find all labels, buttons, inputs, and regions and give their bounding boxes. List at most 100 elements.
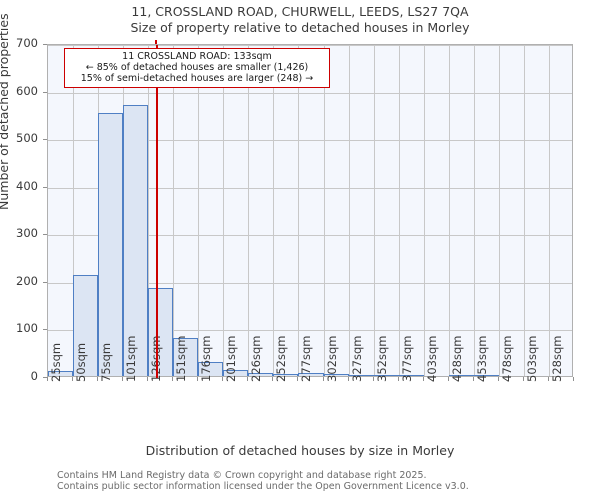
- gridline-vertical: [148, 45, 150, 376]
- histogram-bar: [373, 374, 399, 376]
- gridline-vertical: [273, 45, 275, 376]
- gridline-horizontal: [48, 45, 572, 46]
- x-axis-tick-label: 327sqm: [349, 335, 364, 382]
- histogram-bar: [273, 373, 299, 376]
- x-axis-tick-label: 50sqm: [74, 342, 89, 382]
- chart-subtitle: Size of property relative to detached ho…: [130, 20, 470, 35]
- x-axis-tick-mark: [472, 377, 474, 381]
- y-axis-tick-mark: [43, 234, 47, 236]
- histogram-bar: [448, 374, 474, 376]
- x-axis-tick-mark: [422, 377, 424, 381]
- gridline-vertical: [473, 45, 475, 376]
- histogram-bar: [473, 374, 499, 376]
- histogram-bar: [123, 104, 149, 376]
- x-axis-tick-mark: [247, 377, 249, 381]
- gridline-vertical: [373, 45, 375, 376]
- y-axis-tick-mark: [43, 281, 47, 283]
- gridline-vertical: [73, 45, 75, 376]
- gridline-horizontal: [48, 235, 572, 237]
- x-axis-tick-mark: [97, 377, 99, 381]
- gridline-vertical: [223, 45, 225, 376]
- x-axis-tick-mark: [172, 377, 174, 381]
- x-axis-tick-label: 528sqm: [549, 335, 564, 382]
- x-axis-tick-label: 302sqm: [324, 335, 339, 382]
- gridline-vertical: [298, 45, 300, 376]
- y-axis-tick-label: 500: [16, 131, 38, 146]
- x-axis-tick-label: 252sqm: [274, 335, 289, 382]
- y-axis-tick-label: 100: [16, 321, 38, 336]
- x-axis-tick-label: 453sqm: [474, 335, 489, 382]
- histogram-bar: [223, 370, 249, 376]
- gridline-horizontal: [48, 140, 572, 142]
- property-marker-line-cap: [154, 40, 157, 44]
- x-axis-tick-label: 277sqm: [299, 335, 314, 382]
- annotation-line-2: ← 85% of detached houses are smaller (1,…: [85, 62, 309, 73]
- y-axis-tick-mark: [43, 139, 47, 141]
- histogram-bar: [323, 373, 349, 376]
- x-axis-title: Distribution of detached houses by size …: [145, 443, 455, 458]
- footer-line-2: Contains public sector information licen…: [57, 481, 469, 492]
- histogram-bar: [198, 361, 224, 376]
- histogram-bar: [398, 374, 424, 376]
- y-axis-tick-mark: [43, 186, 47, 188]
- x-axis-tick-label: 428sqm: [449, 335, 464, 382]
- x-axis-tick-mark: [522, 377, 524, 381]
- gridline-horizontal: [48, 330, 572, 332]
- x-axis-tick-label: 352sqm: [374, 335, 389, 382]
- x-axis-tick-label: 176sqm: [199, 335, 214, 382]
- x-axis-tick-label: 403sqm: [424, 335, 439, 382]
- histogram-bar: [73, 274, 99, 376]
- annotation-line-1: 11 CROSSLAND ROAD: 133sqm: [122, 51, 272, 62]
- footer-line-1: Contains HM Land Registry data © Crown c…: [57, 470, 427, 481]
- x-axis-tick-mark: [447, 377, 449, 381]
- histogram-bar: [248, 372, 274, 376]
- annotation-line-3: 15% of semi-detached houses are larger (…: [80, 73, 314, 84]
- gridline-vertical: [323, 45, 325, 376]
- x-axis-tick-mark: [122, 377, 124, 381]
- histogram-bar: [298, 372, 324, 376]
- gridline-vertical: [423, 45, 425, 376]
- gridline-vertical: [498, 45, 500, 376]
- x-axis-tick-label: 226sqm: [249, 335, 264, 382]
- gridline-horizontal: [48, 187, 572, 189]
- y-axis-tick-mark: [43, 329, 47, 331]
- x-axis-tick-mark: [47, 377, 48, 381]
- x-axis-tick-mark: [222, 377, 224, 381]
- histogram-bar: [348, 374, 374, 376]
- x-axis-tick-mark: [322, 377, 324, 381]
- x-axis-tick-label: 151sqm: [174, 335, 189, 382]
- gridline-horizontal: [48, 92, 572, 94]
- x-axis-tick-label: 75sqm: [99, 342, 114, 382]
- gridline-vertical: [398, 45, 400, 376]
- y-axis-tick-mark: [43, 377, 47, 378]
- gridline-vertical: [173, 45, 175, 376]
- x-axis-tick-label: 25sqm: [49, 342, 63, 382]
- gridline-vertical: [448, 45, 450, 376]
- x-axis-tick-mark: [372, 377, 374, 381]
- x-axis-tick-mark: [497, 377, 499, 381]
- y-axis-tick-mark: [43, 91, 47, 93]
- x-axis-tick-label: 101sqm: [124, 335, 139, 382]
- gridline-vertical: [548, 45, 550, 376]
- chart-title-block: 11, CROSSLAND ROAD, CHURWELL, LEEDS, LS2…: [0, 4, 600, 36]
- y-axis-tick-label: 600: [16, 83, 38, 98]
- x-axis-tick-label: 201sqm: [224, 335, 239, 382]
- page-title: 11, CROSSLAND ROAD, CHURWELL, LEEDS, LS2…: [131, 4, 469, 19]
- x-axis-tick-mark: [147, 377, 149, 381]
- x-axis-tick-mark: [573, 377, 574, 381]
- y-axis-tick-label: 700: [16, 36, 38, 50]
- x-axis-tick-mark: [197, 377, 199, 381]
- gridline-vertical: [248, 45, 250, 376]
- x-axis-tick-mark: [72, 377, 74, 381]
- x-axis-tick-label: 478sqm: [499, 335, 514, 382]
- histogram-bar: [48, 371, 74, 376]
- gridline-vertical: [198, 45, 200, 376]
- plot-area: [47, 44, 573, 378]
- x-axis-tick-mark: [397, 377, 399, 381]
- gridline-vertical: [348, 45, 350, 376]
- x-axis-tick-mark: [297, 377, 299, 381]
- x-axis-tick-mark: [272, 377, 274, 381]
- x-axis-tick-label: 377sqm: [399, 335, 414, 382]
- histogram-bar: [173, 337, 199, 376]
